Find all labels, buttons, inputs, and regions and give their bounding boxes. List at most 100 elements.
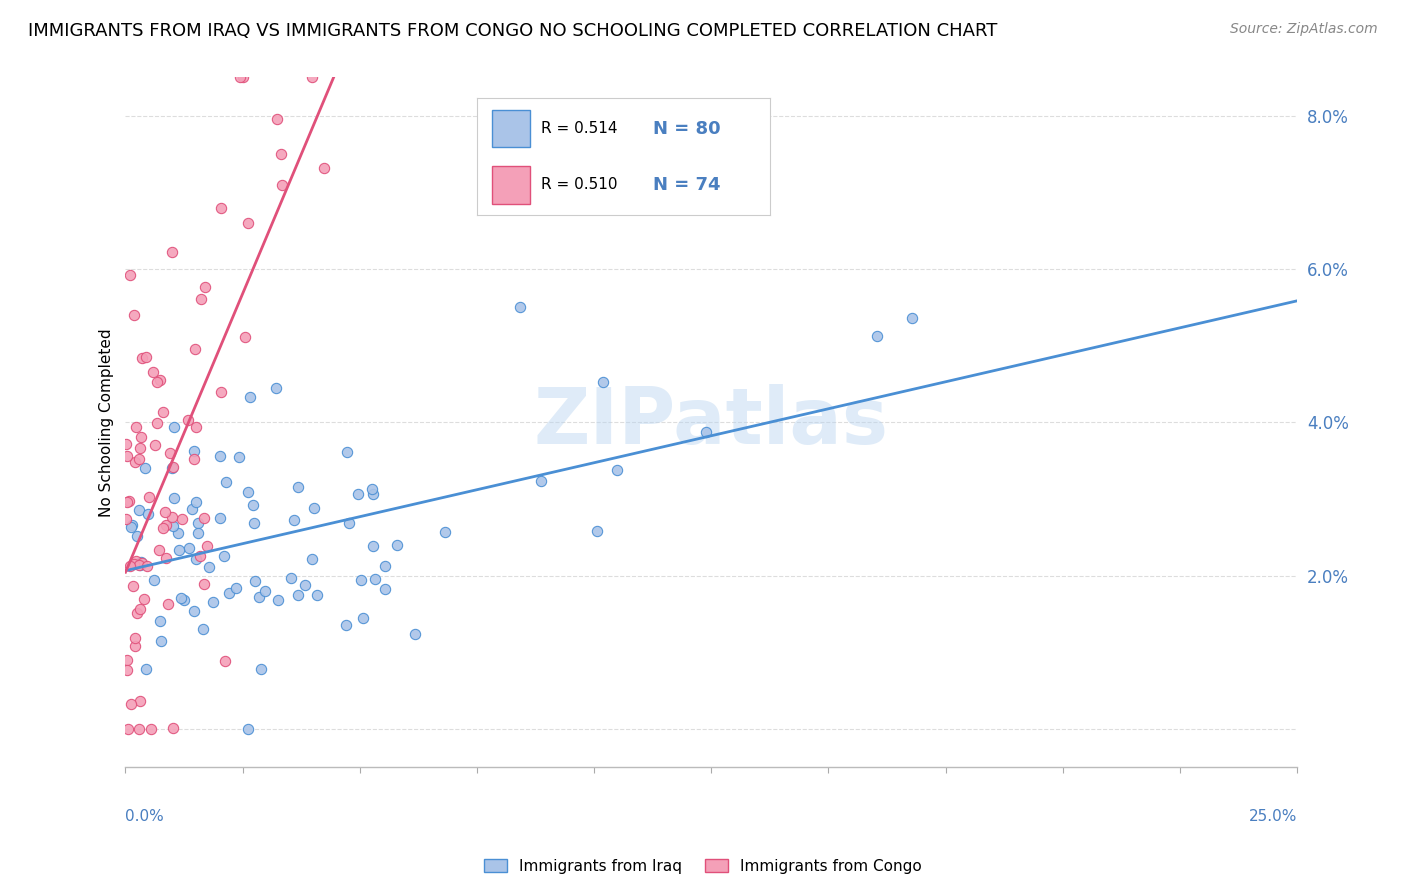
Point bbox=[184, 552, 207, 566]
Point bbox=[129, 558, 152, 572]
Point bbox=[163, 491, 186, 505]
Point bbox=[235, 329, 257, 343]
Point bbox=[183, 451, 205, 466]
Point bbox=[301, 70, 323, 85]
Point bbox=[214, 475, 236, 490]
Point bbox=[287, 588, 309, 602]
Point bbox=[128, 502, 150, 516]
Point bbox=[149, 373, 172, 387]
Point bbox=[121, 517, 143, 532]
Point bbox=[173, 593, 195, 607]
Point bbox=[146, 416, 169, 430]
Point bbox=[190, 292, 212, 306]
Point bbox=[170, 512, 193, 526]
Point bbox=[128, 722, 150, 736]
Point bbox=[294, 578, 316, 592]
Text: Source: ZipAtlas.com: Source: ZipAtlas.com bbox=[1230, 22, 1378, 37]
Point bbox=[118, 493, 141, 508]
Point bbox=[264, 380, 287, 394]
Point bbox=[530, 475, 553, 489]
Point bbox=[127, 606, 149, 620]
Point bbox=[142, 365, 165, 379]
Point bbox=[152, 405, 174, 419]
Point bbox=[125, 529, 148, 543]
Point bbox=[153, 505, 176, 519]
Point bbox=[350, 573, 373, 587]
Point bbox=[363, 539, 385, 553]
Point bbox=[125, 554, 148, 568]
Point bbox=[236, 722, 259, 736]
Point bbox=[124, 631, 146, 645]
Point bbox=[301, 552, 323, 566]
Point bbox=[129, 441, 152, 455]
Point bbox=[131, 351, 153, 366]
Point bbox=[124, 455, 146, 469]
Point bbox=[191, 622, 214, 636]
Point bbox=[155, 551, 177, 566]
Point bbox=[901, 310, 924, 325]
Point bbox=[136, 507, 159, 521]
Point bbox=[117, 722, 139, 736]
Point bbox=[209, 450, 232, 464]
Point bbox=[162, 721, 184, 735]
Point bbox=[162, 519, 184, 533]
Point bbox=[224, 581, 246, 595]
Point bbox=[212, 549, 235, 563]
Point bbox=[149, 615, 172, 629]
Point bbox=[352, 611, 374, 625]
Point bbox=[187, 516, 209, 530]
Point bbox=[177, 541, 200, 555]
Point bbox=[592, 375, 614, 389]
Point bbox=[157, 597, 180, 611]
Point bbox=[150, 633, 173, 648]
Point bbox=[128, 558, 150, 573]
Point bbox=[187, 525, 209, 540]
Point bbox=[114, 511, 136, 525]
Point bbox=[228, 70, 250, 85]
Point bbox=[228, 450, 250, 464]
Y-axis label: No Schooling Completed: No Schooling Completed bbox=[100, 328, 114, 516]
Point bbox=[270, 146, 292, 161]
Point bbox=[155, 518, 177, 533]
Point bbox=[271, 178, 294, 193]
Point bbox=[135, 558, 157, 573]
Point bbox=[193, 510, 215, 524]
Point bbox=[167, 525, 190, 540]
Point bbox=[247, 590, 270, 604]
Point bbox=[163, 420, 186, 434]
Point bbox=[129, 430, 152, 444]
Point bbox=[115, 449, 138, 463]
Point bbox=[143, 438, 166, 452]
Point bbox=[243, 516, 266, 530]
Point bbox=[183, 603, 205, 617]
Point bbox=[120, 559, 142, 574]
Point bbox=[202, 595, 225, 609]
Point bbox=[266, 592, 288, 607]
Point bbox=[236, 484, 259, 499]
Point bbox=[302, 501, 325, 516]
Point bbox=[184, 494, 207, 508]
Point bbox=[434, 524, 457, 539]
Point bbox=[134, 460, 156, 475]
Point bbox=[135, 663, 157, 677]
Point bbox=[361, 482, 384, 496]
Point bbox=[188, 549, 211, 564]
Point bbox=[337, 516, 360, 531]
Point bbox=[129, 694, 152, 708]
Text: IMMIGRANTS FROM IRAQ VS IMMIGRANTS FROM CONGO NO SCHOOLING COMPLETED CORRELATION: IMMIGRANTS FROM IRAQ VS IMMIGRANTS FROM … bbox=[28, 22, 997, 40]
Point bbox=[374, 558, 396, 573]
Point bbox=[180, 502, 202, 516]
Point bbox=[374, 582, 396, 597]
Point bbox=[404, 626, 426, 640]
Point bbox=[125, 420, 148, 434]
Point bbox=[305, 588, 328, 602]
Point bbox=[159, 445, 181, 459]
Point bbox=[194, 280, 217, 294]
Point bbox=[148, 543, 170, 558]
Point bbox=[314, 161, 336, 175]
Point bbox=[128, 451, 150, 466]
Text: 25.0%: 25.0% bbox=[1249, 809, 1298, 823]
Point bbox=[162, 460, 184, 475]
Point bbox=[335, 617, 357, 632]
Point bbox=[132, 591, 155, 606]
